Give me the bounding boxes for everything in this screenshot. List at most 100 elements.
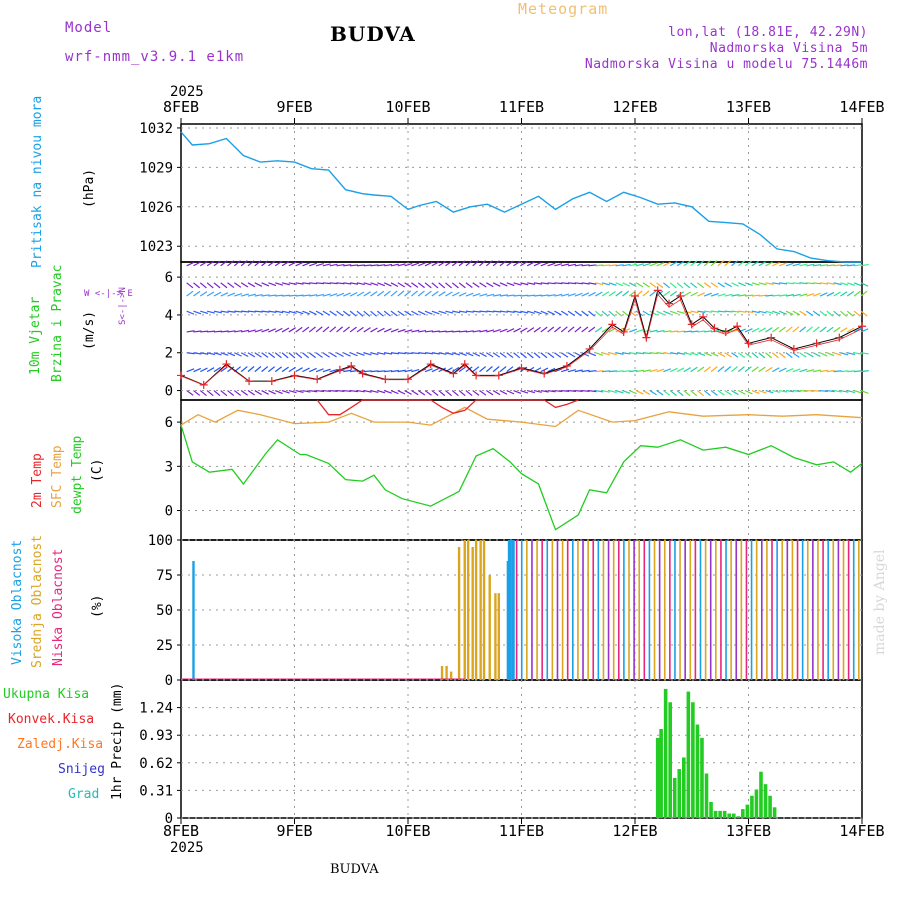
wind-barb xyxy=(424,368,433,373)
wind-barb xyxy=(186,368,195,373)
wind-barb xyxy=(247,390,255,396)
precip-y-tick-label: 1.24 xyxy=(139,701,173,717)
wind-barb xyxy=(704,330,713,333)
cloud-bar xyxy=(852,540,855,680)
wind-barb xyxy=(615,290,623,297)
wind-barb xyxy=(213,352,222,356)
wind-barb xyxy=(812,292,821,297)
wind-barb xyxy=(383,290,391,297)
wind-barb xyxy=(683,260,691,267)
wind-barb xyxy=(860,389,869,394)
wind-barb xyxy=(771,326,780,333)
wind-barb xyxy=(663,390,671,396)
wind-barb xyxy=(526,261,535,267)
wind-barb xyxy=(697,292,705,297)
wind-barb xyxy=(240,352,249,358)
wind-barb xyxy=(649,390,657,396)
wind-barb xyxy=(506,260,514,267)
wind-barb xyxy=(268,352,276,359)
wind-barb xyxy=(404,352,413,355)
wind-barb xyxy=(608,282,617,286)
wind-barb xyxy=(492,390,501,396)
wind-barb xyxy=(772,310,781,315)
wind-barb xyxy=(751,327,760,333)
precip-y-tick-label: 0.93 xyxy=(139,728,173,744)
wind-barb xyxy=(717,260,725,267)
wind-barb xyxy=(363,352,372,356)
cloud-bar xyxy=(628,540,630,680)
wind-barb xyxy=(676,310,685,314)
wind-barb xyxy=(697,260,705,267)
wind-barb xyxy=(765,327,773,333)
wind-barb xyxy=(683,352,692,356)
wind-barb xyxy=(853,370,863,373)
wind-barb xyxy=(663,310,672,315)
wind-barb xyxy=(445,352,454,356)
wind-barb xyxy=(329,389,338,392)
wind-barb xyxy=(751,352,759,359)
year-label-bottom: 2025 xyxy=(170,840,204,856)
wind-barb xyxy=(281,352,289,359)
wind-barb xyxy=(220,330,229,333)
wind-barb xyxy=(438,390,446,397)
wind-gust-marker xyxy=(744,339,753,348)
cloud-bar xyxy=(720,540,722,680)
wind-barb xyxy=(833,310,841,317)
wind-barb xyxy=(533,310,542,315)
wind-barb xyxy=(370,327,378,333)
wind-barb xyxy=(417,290,425,297)
wind-barb xyxy=(615,389,624,394)
precip-bar xyxy=(659,728,663,818)
wind-barb xyxy=(485,390,494,396)
wind-barb xyxy=(438,261,446,267)
wind-barb xyxy=(295,282,304,285)
wind-barb xyxy=(206,260,215,267)
wind-barb xyxy=(785,389,794,393)
wind-barb xyxy=(350,264,359,267)
wind-barb xyxy=(199,291,208,297)
wind-barb xyxy=(731,260,739,267)
wind-barb xyxy=(669,261,678,267)
wind-gust-marker xyxy=(812,339,821,348)
precip-bar xyxy=(663,688,668,818)
wind-barb xyxy=(629,352,638,355)
wind-barb xyxy=(363,291,371,297)
model-elevation-label: Nadmorska Visina u modelu 75.1446m xyxy=(584,57,868,72)
wind-barb xyxy=(690,310,699,314)
precip-bar xyxy=(655,737,660,818)
wind-barb xyxy=(561,293,570,297)
cloud-y-tick-label: 50 xyxy=(156,603,173,619)
wind-barb xyxy=(812,352,821,357)
wind-barb xyxy=(377,264,386,267)
wind-barb xyxy=(499,294,508,297)
wind-barb xyxy=(744,390,753,395)
wind-barb xyxy=(288,310,297,314)
wind-barb xyxy=(833,389,842,393)
wind-gust-marker xyxy=(358,369,367,378)
wind-barb xyxy=(595,264,604,267)
wind-gust-marker xyxy=(426,360,435,369)
wind-barb xyxy=(779,282,788,285)
wind-barb xyxy=(370,370,379,373)
wind-barb xyxy=(744,352,752,359)
precip-bar xyxy=(682,757,686,818)
wind-barb xyxy=(560,352,569,358)
wind-barb xyxy=(342,326,350,333)
wind-barb xyxy=(636,369,645,373)
wind-barb xyxy=(438,291,446,297)
wind-barb xyxy=(588,326,596,333)
wind-barb xyxy=(519,352,527,359)
wind-barb xyxy=(268,366,276,373)
wind-barb xyxy=(186,330,195,333)
wind-barb xyxy=(731,390,739,396)
wind-barb xyxy=(745,294,754,297)
wind-barb xyxy=(792,310,801,316)
wind-barb xyxy=(581,389,590,393)
cloud-bar xyxy=(582,540,584,680)
cloud-bar xyxy=(623,540,625,680)
wind-barb xyxy=(799,310,807,316)
wind-barb xyxy=(785,310,794,316)
wind-barb xyxy=(588,282,597,285)
wind-barb xyxy=(499,310,508,313)
wind-barb xyxy=(547,282,556,285)
